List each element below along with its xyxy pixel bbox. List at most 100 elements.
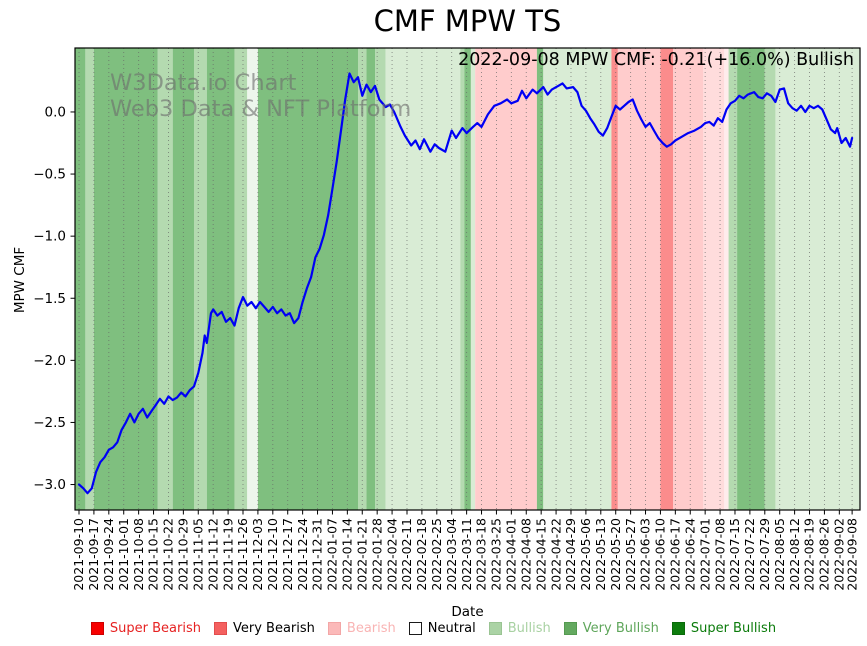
sentiment-band [366, 48, 376, 510]
x-tick-label: 2022-04-08 [518, 518, 533, 591]
x-tick-label: 2021-09-24 [101, 518, 116, 591]
sentiment-band [93, 48, 158, 510]
y-tick-label: −2.5 [33, 415, 66, 431]
x-tick-label: 2022-02-11 [399, 518, 414, 591]
plot-border [74, 47, 861, 511]
x-tick-label: 2022-04-22 [548, 518, 563, 591]
sentiment-band [157, 48, 173, 510]
sentiment-band [172, 48, 195, 510]
sentiment-band [764, 48, 776, 510]
x-tick-label: 2022-06-24 [682, 518, 697, 591]
x-tick-label: 2022-08-12 [787, 518, 802, 591]
x-tick-label: 2021-12-10 [265, 518, 280, 591]
x-tick-label: 2022-03-11 [459, 518, 474, 591]
x-tick-label: 2022-01-07 [325, 518, 340, 591]
sentiment-band [460, 48, 465, 510]
x-tick-label: 2022-09-08 [844, 518, 859, 591]
legend-item-super-bearish: Super Bearish [90, 621, 201, 636]
sentiment-band [703, 48, 725, 510]
chart-title: CMF MPW TS [373, 4, 562, 38]
legend-label-bearish: Bearish [346, 621, 396, 636]
sentiment-band [194, 48, 207, 510]
x-tick-label: 2022-07-01 [697, 518, 712, 591]
x-tick-label: 2022-09-02 [832, 518, 847, 591]
legend-swatch-bearish-icon [327, 622, 341, 635]
x-tick-label: 2022-06-17 [668, 518, 683, 591]
legend-label-very-bullish: Very Bullish [582, 621, 659, 636]
legend-item-very-bullish: Very Bullish [563, 621, 659, 636]
x-tick-label: 2022-04-01 [504, 518, 519, 591]
x-tick-label: 2022-05-13 [593, 518, 608, 591]
x-tick-label: 2022-08-05 [772, 518, 787, 591]
x-tick-label: 2022-01-21 [354, 518, 369, 591]
y-tick-label: −2.0 [33, 353, 66, 369]
x-tick-label: 2022-07-29 [757, 518, 772, 591]
y-tick-label: −3.0 [33, 477, 66, 493]
x-tick-label: 2022-06-10 [653, 518, 668, 591]
x-tick-label: 2022-01-14 [340, 518, 355, 591]
x-tick-label: 2022-05-27 [623, 518, 638, 591]
x-tick-label: 2021-12-31 [310, 518, 325, 591]
x-tick-label: 2021-12-24 [295, 518, 310, 591]
legend-label-super-bearish: Super Bearish [109, 621, 201, 636]
x-tick-label: 2022-07-15 [727, 518, 742, 591]
legend-label-super-bullish: Super Bullish [690, 621, 777, 636]
x-tick-label: 2022-02-04 [384, 518, 399, 591]
sentiment-band [775, 48, 860, 510]
legend-item-bearish: Bearish [327, 621, 396, 636]
x-tick-label: 2022-08-26 [817, 518, 832, 591]
x-tick-label: 2021-09-17 [86, 518, 101, 591]
sentiment-band [737, 48, 765, 510]
legend-item-bullish: Bullish [488, 621, 551, 636]
legend-label-very-bearish: Very Bearish [233, 621, 315, 636]
sentiment-band [470, 48, 476, 510]
y-tick-label: −1.5 [33, 291, 66, 307]
x-tick-label: 2022-05-20 [608, 518, 623, 591]
x-tick-label: 2022-05-06 [578, 518, 593, 591]
y-tick-label: 0.0 [45, 104, 66, 120]
sentiment-band [536, 48, 544, 510]
legend-label-bullish: Bullish [507, 621, 551, 636]
sentiment-band [475, 48, 537, 510]
sentiment-band [728, 48, 738, 510]
x-tick-label: 2021-10-22 [161, 518, 176, 591]
sentiment-band [611, 48, 618, 510]
legend-swatch-very-bullish-icon [563, 622, 577, 635]
y-tick-label: −1.0 [33, 229, 66, 245]
sentiment-band [375, 48, 386, 510]
legend-swatch-very-bearish-icon [214, 622, 227, 635]
sentiment-band [724, 48, 729, 510]
legend: Super Bearish Very Bearish Bearish Neutral B… [0, 621, 867, 636]
legend-swatch-super-bullish-icon [671, 622, 685, 635]
legend-swatch-bullish-icon [488, 622, 502, 635]
legend-label-neutral: Neutral [427, 621, 476, 636]
sentiment-band [617, 48, 661, 510]
x-tick-label: 2022-08-19 [802, 518, 817, 591]
x-tick-label: 2021-10-15 [146, 518, 161, 591]
x-tick-label: 2022-06-03 [638, 518, 653, 591]
x-tick-label: 2022-03-04 [444, 518, 459, 591]
sentiment-band [464, 48, 471, 510]
x-tick-label: 2022-03-25 [489, 518, 504, 591]
sentiment-band [85, 48, 94, 510]
legend-item-super-bullish: Super Bullish [671, 621, 777, 636]
x-tick-label: 2022-02-25 [429, 518, 444, 591]
x-tick-label: 2022-01-28 [369, 518, 384, 591]
sentiment-band [673, 48, 704, 510]
x-tick-label: 2021-10-08 [131, 518, 146, 591]
watermark: W3Data.io Chart Web3 Data & NFT Platform [110, 70, 411, 122]
x-tick-label: 2021-11-12 [205, 518, 220, 591]
sentiment-band [206, 48, 235, 510]
cmf-line [77, 72, 854, 495]
x-tick-label: 2021-11-19 [220, 518, 235, 591]
watermark-line-1: W3Data.io Chart [110, 70, 297, 96]
legend-item-very-bearish: Very Bearish [214, 621, 315, 636]
x-tick-label: 2022-03-18 [474, 518, 489, 591]
current-reading-annotation: 2022-09-08 MPW CMF: -0.21(+16.0%) Bullis… [458, 50, 854, 70]
sentiment-band [385, 48, 461, 510]
x-tick-label: 2022-07-08 [712, 518, 727, 591]
x-tick-label: 2021-10-29 [176, 518, 191, 591]
x-tick-label: 2021-11-26 [235, 518, 250, 591]
sentiment-band [358, 48, 367, 510]
